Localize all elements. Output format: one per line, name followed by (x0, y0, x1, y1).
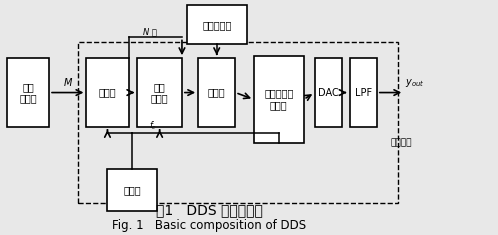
Text: 频率
控制字: 频率 控制字 (19, 82, 37, 103)
Text: 输出频率: 输出频率 (391, 138, 412, 148)
Bar (137, 58, 182, 127)
Text: 时钟源: 时钟源 (124, 185, 141, 195)
Bar (315, 58, 342, 127)
Text: 图1   DDS 的基本组成: 图1 DDS 的基本组成 (156, 203, 263, 217)
Text: M: M (64, 78, 72, 88)
Text: LPF: LPF (355, 88, 372, 98)
Text: 累加器: 累加器 (99, 88, 116, 98)
Text: 正（余）弦
查找表: 正（余）弦 查找表 (264, 89, 293, 110)
Bar (78, 42, 398, 203)
Text: $f_c$: $f_c$ (149, 119, 157, 132)
Bar (198, 58, 236, 127)
Bar (108, 169, 157, 211)
Text: 加法器: 加法器 (208, 88, 226, 98)
Text: $y_{out}$: $y_{out}$ (405, 77, 425, 89)
Bar (350, 58, 377, 127)
Bar (254, 56, 304, 143)
Text: Fig. 1   Basic composition of DDS: Fig. 1 Basic composition of DDS (112, 219, 306, 232)
Bar (86, 58, 128, 127)
Text: 相位控制字: 相位控制字 (202, 20, 232, 30)
Bar (187, 5, 247, 44)
Bar (7, 58, 49, 127)
Text: N 位: N 位 (143, 27, 157, 36)
Text: DAC: DAC (318, 88, 339, 98)
Text: 相位
寄存器: 相位 寄存器 (151, 82, 168, 103)
